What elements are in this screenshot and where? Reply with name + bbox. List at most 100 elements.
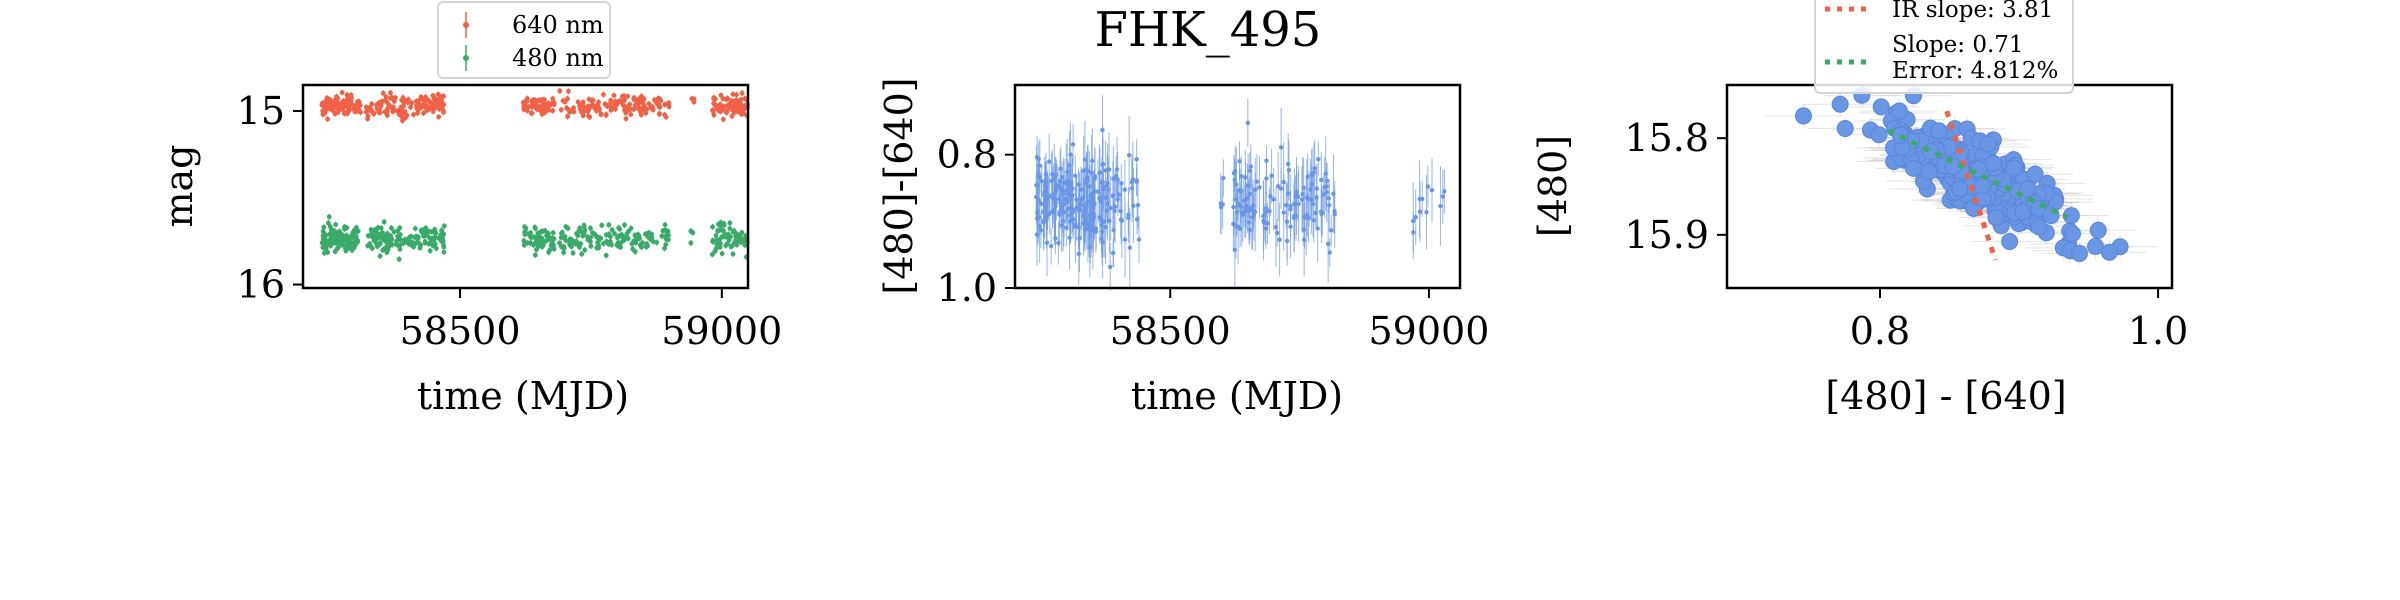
data-point: [734, 108, 740, 114]
data-point: [524, 108, 530, 114]
y-tick-label: 0.8: [937, 133, 997, 177]
data-point: [1429, 188, 1435, 193]
data-point: [391, 229, 397, 235]
data-point: [1134, 157, 1139, 162]
data-point: [415, 99, 420, 105]
data-point: [617, 226, 623, 232]
panel-color-curve-ticks: 58500 59000 0.8 1.0: [937, 133, 1490, 353]
data-point: [345, 240, 351, 246]
data-point: [336, 232, 341, 238]
data-point: [574, 238, 579, 244]
data-point: [1263, 226, 1269, 231]
data-point: [1271, 197, 1276, 202]
data-point: [531, 103, 537, 109]
data-point: [662, 245, 667, 251]
data-point: [1111, 227, 1116, 233]
x-tick-label: 59000: [1369, 309, 1490, 353]
data-point: [1325, 241, 1331, 247]
data-point: [710, 239, 716, 245]
data-point: [622, 222, 627, 228]
data-point: [325, 220, 331, 226]
data-point: [1034, 216, 1040, 221]
data-point: [340, 106, 346, 112]
data-point: [1134, 217, 1140, 222]
data-point: [342, 224, 347, 230]
data-point: [354, 237, 360, 243]
data-point: [1794, 107, 1812, 125]
data-point: [612, 102, 618, 108]
panel-light-curve-marks: [319, 87, 750, 263]
data-point: [567, 242, 573, 248]
data-point: [725, 95, 730, 101]
data-point: [658, 98, 664, 104]
data-point: [397, 237, 403, 242]
data-point: [1119, 181, 1124, 186]
data-point: [409, 242, 415, 248]
data-point: [1319, 177, 1324, 183]
data-point: [1284, 219, 1290, 224]
data-point: [632, 232, 638, 238]
data-point: [727, 226, 733, 231]
data-point: [581, 230, 587, 236]
data-point: [1438, 203, 1443, 209]
data-point: [625, 93, 631, 99]
data-point: [598, 235, 604, 241]
data-point: [559, 244, 564, 250]
legend-box: [1814, 0, 2074, 94]
data-point: [727, 220, 733, 226]
data-point: [542, 228, 548, 234]
data-point: [633, 240, 639, 246]
data-point: [582, 108, 587, 114]
data-point: [402, 237, 408, 243]
data-point: [565, 96, 570, 102]
data-point: [1067, 235, 1072, 240]
data-point: [1243, 197, 1248, 202]
data-point: [739, 90, 745, 96]
panel-color-magnitude-ylabel: [480]: [1531, 135, 1575, 237]
data-point: [369, 101, 375, 107]
legend-label-error: Error: 4.812%: [1892, 58, 2058, 84]
fit-line-ir-slope: [1944, 110, 1998, 261]
data-point: [582, 247, 588, 253]
data-point: [430, 105, 436, 111]
data-point: [1095, 189, 1101, 194]
data-point: [319, 102, 325, 108]
data-point: [1100, 161, 1106, 167]
data-point: [388, 90, 393, 96]
data-point: [1314, 186, 1320, 191]
y-tick-label: 15: [237, 89, 285, 133]
data-point: [397, 232, 403, 238]
data-point: [711, 101, 717, 107]
data-point: [396, 243, 402, 249]
data-point: [710, 107, 715, 113]
data-point: [1324, 184, 1329, 189]
data-point: [551, 100, 557, 106]
data-point: [742, 103, 747, 109]
legend-marker-480nm: [463, 45, 469, 71]
data-point: [628, 106, 633, 112]
data-point: [1034, 194, 1039, 200]
y-tick-label: 16: [237, 263, 285, 307]
data-point: [1064, 225, 1069, 230]
data-point: [636, 96, 642, 102]
panel-color-magnitude: 0.8 1.0 15.8 15.9 [480] - [640] [480] IR sl…: [1531, 0, 2188, 418]
data-point: [1316, 157, 1321, 162]
data-point: [1254, 179, 1260, 184]
data-point: [662, 112, 668, 118]
data-point: [406, 235, 411, 241]
data-point: [355, 99, 360, 105]
data-point: [413, 240, 419, 246]
panel-light-curve-xlabel: time (MJD): [417, 374, 629, 418]
data-point: [650, 107, 656, 113]
data-point: [566, 88, 571, 94]
panel-color-curve-marks: [1034, 95, 1447, 291]
data-point: [666, 104, 672, 110]
data-point: [608, 98, 614, 103]
data-point: [612, 231, 618, 237]
legend-marker-640nm: [463, 12, 469, 38]
data-point: [430, 109, 436, 114]
data-point: [440, 106, 445, 112]
data-point: [596, 242, 601, 248]
data-point: [1076, 208, 1082, 213]
panel-color-curve: 58500 59000 0.8 1.0 time (MJD) [480]-[640]: [877, 77, 1489, 418]
